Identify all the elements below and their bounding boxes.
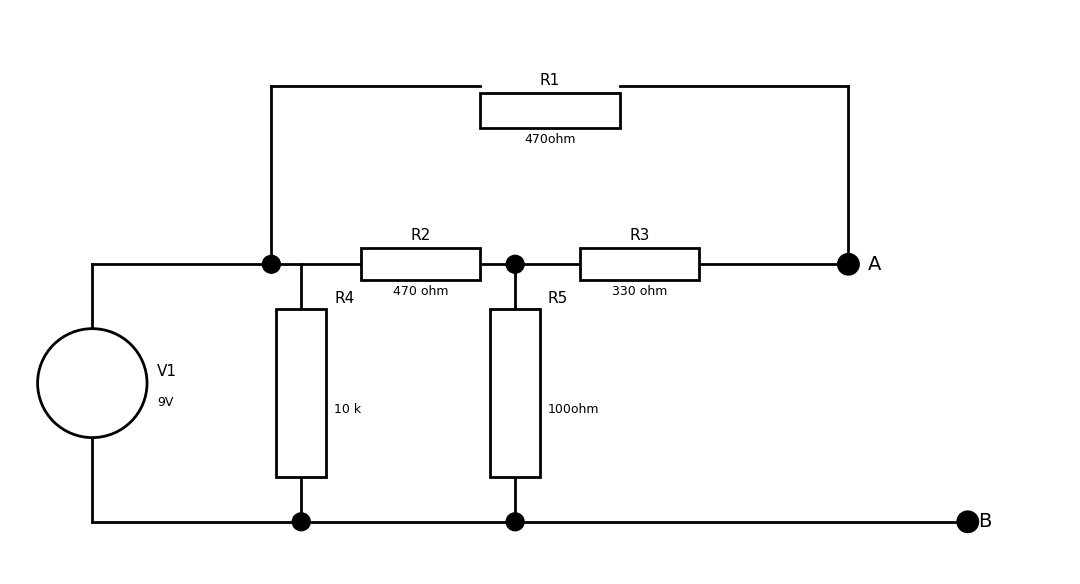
Circle shape <box>957 511 978 533</box>
Bar <box>580 248 699 280</box>
Text: B: B <box>977 512 991 531</box>
Circle shape <box>507 513 524 531</box>
Text: A: A <box>868 255 881 274</box>
Text: R3: R3 <box>630 228 650 244</box>
Text: 470ohm: 470ohm <box>524 133 576 146</box>
Circle shape <box>262 255 281 273</box>
Circle shape <box>293 513 310 531</box>
Bar <box>490 309 540 477</box>
Circle shape <box>838 253 860 275</box>
Text: 9V: 9V <box>157 397 174 409</box>
Text: 330 ohm: 330 ohm <box>611 285 667 298</box>
Text: R1: R1 <box>540 74 561 88</box>
Text: R5: R5 <box>548 291 568 306</box>
Bar <box>361 248 481 280</box>
Text: 10 k: 10 k <box>334 403 361 416</box>
Text: 470 ohm: 470 ohm <box>393 285 448 298</box>
Bar <box>481 93 620 128</box>
Circle shape <box>507 255 524 273</box>
Text: R4: R4 <box>334 291 354 306</box>
Text: R2: R2 <box>410 228 431 244</box>
Text: V1: V1 <box>157 364 177 379</box>
Text: +: + <box>85 355 99 373</box>
Text: −: − <box>84 392 100 412</box>
Text: 100ohm: 100ohm <box>548 403 599 416</box>
Circle shape <box>38 329 147 437</box>
Bar <box>276 309 326 477</box>
